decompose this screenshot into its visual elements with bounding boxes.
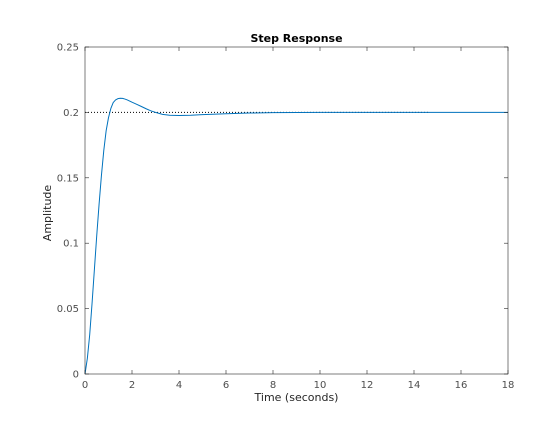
y-tick-label: 0.05 (57, 304, 79, 315)
chart-title: Step Response (250, 32, 342, 45)
x-tick-label: 0 (82, 380, 88, 391)
x-tick-label: 4 (176, 380, 182, 391)
series-layer (84, 97, 508, 375)
y-tick-label: 0.25 (57, 43, 79, 54)
ticks-layer: 0 2 4 6 8 10 12 14 16 18 0 0.05 0.1 0.15 0.2 0.25 (57, 43, 515, 392)
x-tick-label: 16 (455, 380, 468, 391)
x-tick-label: 2 (129, 380, 135, 391)
y-tick-label: 0.15 (57, 173, 79, 184)
x-tick-label: 14 (408, 380, 421, 391)
y-axis-label: Amplitude (41, 185, 54, 242)
x-tick-label: 12 (361, 380, 374, 391)
x-tick-label: 8 (270, 380, 276, 391)
x-tick-label: 18 (502, 380, 515, 391)
y-tick-label: 0.2 (63, 108, 79, 119)
plot-area-frame (84, 46, 509, 375)
y-tick-label: 0.1 (63, 239, 79, 250)
plot-area-background (85, 47, 508, 374)
x-tick-label: 10 (314, 380, 327, 391)
step-response-line (84, 97, 508, 375)
y-tick-label: 0 (73, 370, 79, 381)
x-tick-label: 6 (223, 380, 229, 391)
x-axis-label: Time (seconds) (254, 391, 339, 404)
